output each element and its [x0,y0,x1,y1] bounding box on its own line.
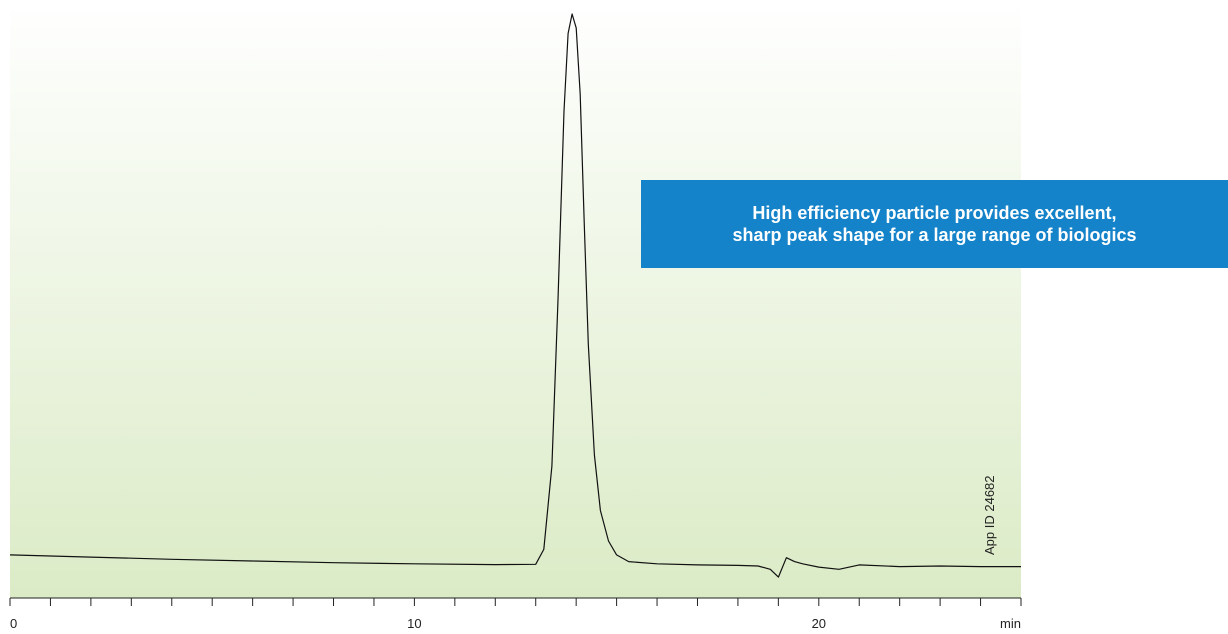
plot-background [10,0,1021,598]
callout-line-2: sharp peak shape for a large range of bi… [732,225,1137,245]
x-axis-unit-label: min [1000,616,1021,631]
x-tick-label: 0 [10,616,17,631]
callout-line-1: High efficiency particle provides excell… [752,203,1117,223]
chromatogram-trace [9,13,1021,578]
x-tick-label: 10 [407,616,421,631]
app-id-label: App ID 24682 [982,475,997,555]
x-tick-label: 20 [812,616,826,631]
callout-box: High efficiency particle provides excell… [641,180,1228,268]
